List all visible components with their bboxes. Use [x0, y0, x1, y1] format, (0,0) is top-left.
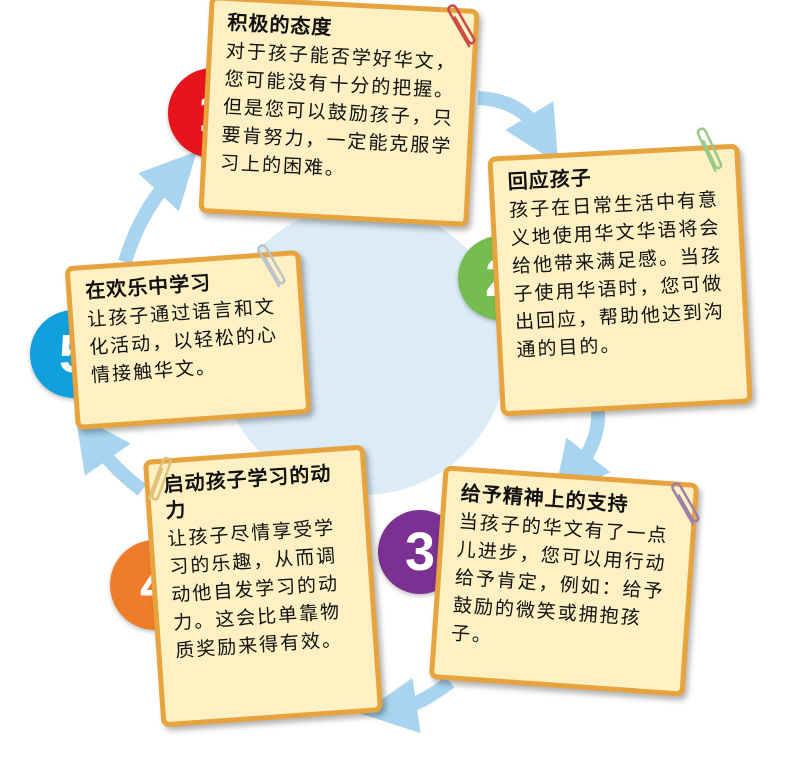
- step-1-card: 积极的态度 对于孩子能否学好华文，您可能没有十分的把握。但是您可以鼓励孩子，只要…: [198, 0, 480, 227]
- paperclip-icon: [671, 482, 700, 526]
- paperclip-icon: [696, 127, 723, 173]
- step-5-text: 让孩子通过语言和文化活动，以轻松的心情接触华文。: [86, 295, 279, 387]
- arrow-5-to-1: [118, 151, 197, 265]
- step-3-text: 当孩子的华文有了一点儿进步，您可以用行动给予肯定，例如：给予鼓励的微笑或拥抱孩子…: [450, 510, 670, 648]
- paperclip-icon: [147, 456, 172, 501]
- step-3-card: 给予精神上的支持 当孩子的华文有了一点儿进步，您可以用行动给予肯定，例如：给予鼓…: [428, 465, 700, 697]
- step-2-card: 回应孩子 孩子在日常生活中有意义地使用华文华语将会给他带来满足感。当孩子使用华语…: [487, 143, 753, 417]
- step-4-text: 让孩子尽情享受学习的乐趣，从而调动他自发学习的动力。这会比单靠物质奖励来得有效。: [166, 516, 344, 663]
- paperclip-icon: [447, 4, 476, 48]
- step-1-text: 对于孩子能否学好华文，您可能没有十分的把握。但是您可以鼓励孩子，只要肯努力，一定…: [219, 40, 458, 181]
- arrow-2-to-3: [553, 409, 611, 499]
- arrow-4-to-5: [75, 414, 147, 496]
- step-2-text: 孩子在日常生活中有意义地使用华文华语将会给他带来满足感。当孩子使用华语时，您可做…: [508, 188, 726, 362]
- step-4-card: 启动孩子学习的动力 让孩子尽情享受学习的乐趣，从而调动他自发学习的动力。这会比单…: [142, 444, 384, 728]
- paperclip-icon: [257, 244, 286, 288]
- arrow-3-to-4: [361, 676, 455, 734]
- arrow-1-to-2: [477, 91, 559, 164]
